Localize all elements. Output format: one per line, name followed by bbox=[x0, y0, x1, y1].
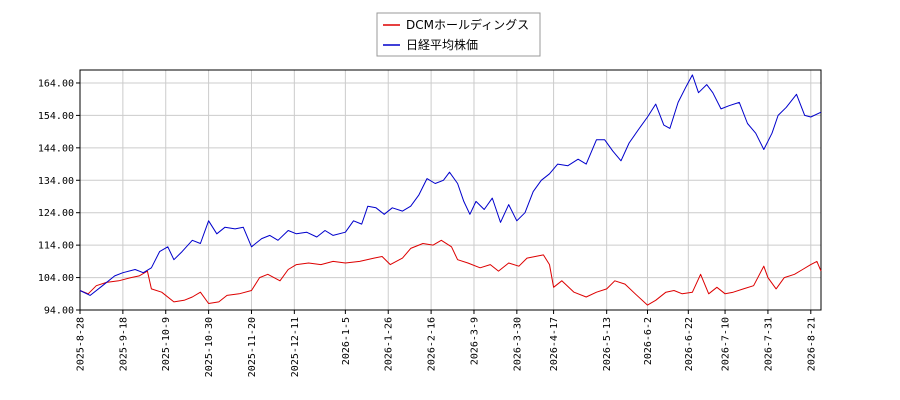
y-tick-label: 134.00 bbox=[38, 176, 74, 187]
x-tick-label: 2026-6-22 bbox=[684, 317, 695, 371]
x-tick-label: 2025-11-20 bbox=[247, 317, 258, 377]
y-axis: 94.00 104.00 114.00 124.00 134.00 144.00 154.0… bbox=[38, 78, 80, 317]
x-tick-label: 2026-4-17 bbox=[549, 317, 560, 371]
legend-box bbox=[376, 12, 541, 57]
legend-label-nikkei: 日経平均株価 bbox=[406, 37, 478, 52]
x-tick-label: 2026-5-13 bbox=[602, 317, 613, 371]
series-line-dcm bbox=[79, 239, 822, 306]
x-tick-label: 2026-2-16 bbox=[427, 317, 438, 371]
y-tick-label: 104.00 bbox=[38, 273, 74, 284]
x-tick-label: 2026-1-26 bbox=[384, 317, 395, 371]
series-layer bbox=[79, 74, 822, 306]
x-tick-label: 2026-7-10 bbox=[721, 317, 732, 371]
y-tick-label: 144.00 bbox=[38, 143, 74, 154]
series-line-nikkei bbox=[79, 74, 822, 296]
x-tick-label: 2025-12-11 bbox=[290, 317, 301, 377]
legend-label-dcm: DCMホールディングス bbox=[406, 17, 529, 32]
plot-frame bbox=[79, 69, 822, 311]
x-tick-label: 2025-10-30 bbox=[204, 317, 215, 377]
x-tick-label: 2025-10-9 bbox=[161, 317, 172, 371]
y-tick-label: 154.00 bbox=[38, 111, 74, 122]
x-tick-label: 2025-8-28 bbox=[76, 317, 87, 371]
grid-lines bbox=[79, 70, 821, 311]
x-tick-label: 2026-3-30 bbox=[512, 317, 523, 371]
y-tick-label: 94.00 bbox=[44, 306, 74, 317]
legend: DCMホールディングス 日経平均株価 bbox=[376, 12, 541, 57]
x-tick-label: 2025-9-18 bbox=[118, 317, 129, 371]
x-axis: 2025-8-28 2025-9-18 2025-10-9 2025-10-30 202… bbox=[76, 310, 817, 377]
y-tick-label: 164.00 bbox=[38, 78, 74, 89]
x-tick-label: 2026-7-31 bbox=[763, 317, 774, 371]
x-tick-label: 2026-6-2 bbox=[643, 317, 654, 365]
x-tick-label: 2026-8-21 bbox=[806, 317, 817, 371]
y-tick-label: 114.00 bbox=[38, 241, 74, 252]
x-tick-label: 2026-1-5 bbox=[341, 317, 352, 365]
y-tick-label: 124.00 bbox=[38, 208, 74, 219]
x-tick-label: 2026-3-9 bbox=[469, 317, 480, 365]
